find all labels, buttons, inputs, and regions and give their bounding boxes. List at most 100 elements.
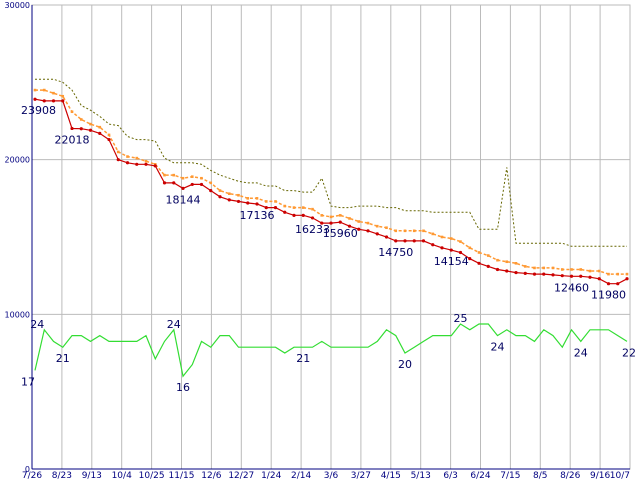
point-price	[412, 239, 416, 243]
point-average	[366, 221, 370, 225]
point-price	[477, 261, 481, 265]
point-price	[338, 220, 342, 224]
point-average	[459, 240, 462, 243]
point-price	[514, 270, 518, 275]
point-price	[255, 202, 259, 206]
point-average	[200, 176, 203, 180]
y-tick-label: 10000	[5, 310, 30, 319]
point-average	[70, 110, 74, 114]
point-price	[61, 99, 65, 103]
point-average	[33, 88, 37, 92]
point-price	[505, 269, 509, 273]
point-price	[135, 162, 139, 166]
point-average	[52, 91, 55, 95]
series-line-secondary	[34, 323, 628, 378]
data-label: 24	[491, 341, 505, 354]
point-price	[181, 186, 185, 190]
data-label: 22	[622, 346, 636, 359]
y-tick-label: 0	[25, 465, 30, 474]
data-label: 24	[574, 346, 588, 359]
point-average	[274, 200, 277, 203]
x-tick-label: 9/13	[82, 471, 102, 480]
x-tick-label: 9/16	[590, 471, 610, 480]
point-average	[89, 122, 92, 126]
point-price	[33, 97, 37, 101]
point-average	[607, 272, 610, 276]
point-price	[264, 206, 268, 210]
data-label: 24	[30, 318, 44, 331]
point-average	[338, 214, 342, 217]
x-tick-label: 8/5	[533, 471, 547, 480]
point-average	[237, 193, 240, 197]
point-average	[533, 266, 536, 270]
y-tick-label: 20000	[5, 156, 30, 165]
point-price	[375, 232, 379, 236]
point-average	[579, 268, 583, 271]
point-average	[42, 88, 46, 92]
data-label: 20	[398, 358, 412, 371]
series-lines	[33, 78, 629, 378]
x-tick-label: 8/23	[52, 471, 72, 480]
point-average	[116, 150, 120, 154]
point-price	[236, 199, 241, 204]
point-price	[329, 221, 333, 225]
point-price	[172, 181, 176, 185]
point-average	[107, 133, 111, 137]
point-average	[283, 204, 287, 208]
point-price	[273, 206, 278, 210]
x-tick-label: 6/24	[470, 471, 490, 480]
point-price	[199, 182, 204, 187]
point-price	[98, 131, 102, 135]
point-price	[458, 250, 463, 255]
point-average	[394, 229, 398, 233]
point-average	[551, 266, 555, 270]
point-price	[560, 274, 564, 278]
point-average	[385, 226, 388, 230]
x-tick-label: 10/25	[139, 471, 165, 480]
grid	[31, 4, 631, 470]
point-price	[70, 126, 74, 131]
point-average	[616, 272, 620, 276]
point-average	[625, 272, 629, 276]
point-price	[153, 164, 157, 168]
point-price	[107, 137, 111, 142]
series-line-average	[35, 89, 627, 275]
point-average	[264, 200, 268, 203]
x-tick-label: 12/27	[228, 471, 254, 480]
point-price	[569, 274, 574, 278]
point-average	[357, 220, 361, 223]
point-price	[449, 248, 453, 252]
point-average	[246, 197, 250, 200]
point-price	[579, 274, 583, 278]
point-average	[431, 232, 435, 236]
point-price	[88, 128, 93, 132]
data-label: 23908	[21, 104, 56, 117]
data-label: 14154	[434, 255, 469, 268]
point-price	[190, 182, 194, 187]
point-price	[79, 127, 83, 131]
point-average	[329, 215, 333, 219]
data-label: 18144	[166, 193, 201, 206]
point-average	[440, 235, 444, 239]
point-average	[468, 246, 472, 250]
point-average	[588, 269, 592, 273]
series-line-upper	[35, 78, 627, 247]
point-price	[125, 161, 130, 165]
point-price	[523, 271, 527, 275]
point-average	[311, 207, 314, 211]
point-price	[51, 99, 56, 103]
point-price	[384, 235, 389, 239]
point-price	[616, 282, 620, 286]
data-label: 16	[176, 381, 190, 394]
x-tick-label: 3/6	[324, 471, 339, 480]
point-price	[42, 99, 46, 103]
point-average	[209, 181, 213, 185]
point-average	[597, 269, 601, 273]
x-tick-label: 11/15	[169, 471, 195, 480]
x-tick-label: 7/26	[22, 471, 42, 480]
point-average	[422, 229, 425, 233]
point-price	[597, 277, 601, 281]
point-average	[449, 237, 453, 240]
point-price	[116, 158, 120, 162]
x-tick-label: 7/15	[500, 471, 520, 480]
